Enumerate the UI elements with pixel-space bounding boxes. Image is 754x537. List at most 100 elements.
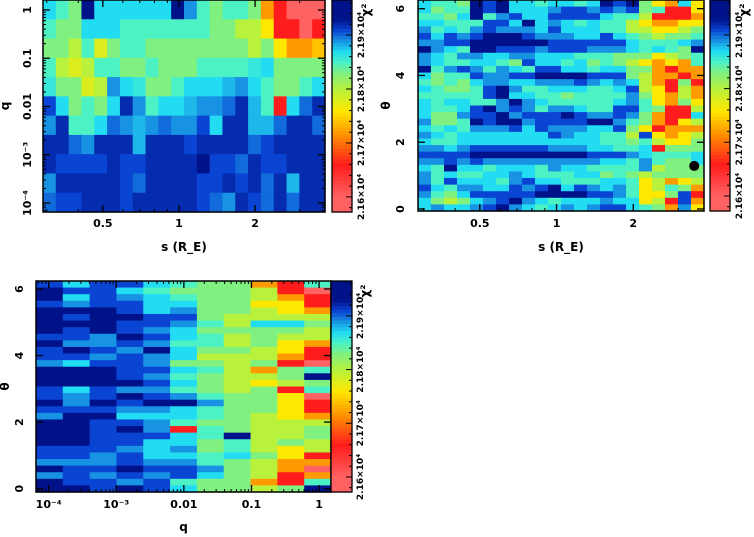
heatmap-cell bbox=[691, 184, 705, 192]
heatmap-cell bbox=[691, 46, 705, 54]
heatmap-cell bbox=[304, 346, 332, 355]
colorbar-segment bbox=[710, 133, 730, 138]
colorbar-tick-label: 2.16×10⁴ bbox=[357, 174, 367, 220]
heatmap-cell bbox=[235, 96, 249, 117]
heatmap-cell bbox=[483, 158, 497, 166]
colorbar-segment bbox=[332, 63, 352, 68]
colorbar-segment bbox=[710, 45, 730, 50]
y-axis-label: q bbox=[0, 102, 12, 111]
heatmap-cell bbox=[665, 32, 679, 41]
heatmap-cell bbox=[223, 340, 252, 348]
heatmap-cell bbox=[639, 26, 653, 34]
heatmap-cell bbox=[62, 478, 91, 486]
heatmap-cell bbox=[94, 173, 108, 194]
heatmap-cell bbox=[170, 294, 198, 302]
heatmap-cell bbox=[286, 57, 300, 78]
heatmap-cell bbox=[277, 373, 305, 381]
heatmap-cell bbox=[143, 353, 171, 361]
heatmap-cell bbox=[196, 294, 225, 302]
heatmap-cell bbox=[652, 98, 666, 107]
heatmap-cell bbox=[665, 13, 679, 21]
colorbar-segment bbox=[331, 375, 352, 381]
heatmap-cell bbox=[89, 327, 118, 335]
heatmap-cell bbox=[470, 59, 484, 67]
heatmap-cell bbox=[119, 115, 134, 136]
heatmap-cell bbox=[277, 379, 305, 388]
colorbar-tick-label: 2.18×10⁴ bbox=[357, 66, 367, 112]
heatmap-cell bbox=[273, 134, 288, 155]
colorbar-segment bbox=[332, 3, 352, 8]
heatmap-cell bbox=[496, 0, 510, 8]
heatmap-cell bbox=[444, 13, 458, 21]
heatmap-cell bbox=[665, 59, 679, 67]
heatmap-cell bbox=[222, 192, 236, 213]
heatmap-cell bbox=[81, 0, 95, 20]
heatmap-cell bbox=[89, 366, 118, 374]
heatmap-cell bbox=[196, 478, 225, 486]
heatmap-cell bbox=[665, 6, 679, 14]
heatmap-cell bbox=[235, 57, 249, 78]
heatmap-cell bbox=[535, 92, 549, 100]
heatmap-cell bbox=[196, 406, 225, 414]
heatmap-cell bbox=[626, 46, 640, 54]
heatmap-cell bbox=[639, 19, 653, 27]
heatmap-cell bbox=[196, 173, 211, 194]
heatmap-cell bbox=[431, 105, 445, 113]
heatmap-cell bbox=[470, 85, 484, 93]
heatmap-cell bbox=[587, 191, 601, 199]
heatmap-cell bbox=[184, 115, 198, 136]
heatmap-cell bbox=[196, 360, 225, 368]
heatmap-cell bbox=[457, 0, 471, 8]
heatmap-cell bbox=[587, 52, 601, 60]
x-tick-label: 0.5 bbox=[93, 217, 113, 230]
heatmap-cell bbox=[170, 399, 198, 407]
heatmap-cell bbox=[116, 452, 144, 460]
colorbar-segment bbox=[710, 172, 730, 177]
colorbar-segment bbox=[332, 120, 352, 125]
heatmap-cell bbox=[561, 0, 575, 8]
heatmap-cell bbox=[678, 131, 692, 140]
heatmap-cell bbox=[535, 105, 549, 113]
heatmap-cell bbox=[89, 353, 118, 361]
colorbar-segment bbox=[331, 358, 352, 363]
x-axis-label: q bbox=[179, 520, 188, 534]
heatmap-cell bbox=[470, 151, 484, 159]
y-tick-label: 10⁻⁴ bbox=[21, 190, 34, 216]
heatmap-cell bbox=[107, 173, 121, 194]
heatmap-cell bbox=[496, 164, 510, 173]
heatmap-cell bbox=[691, 131, 705, 140]
heatmap-cell bbox=[36, 287, 64, 295]
heatmap-cell bbox=[222, 77, 236, 97]
heatmap-cell bbox=[62, 346, 91, 355]
heatmap-cell bbox=[483, 85, 497, 93]
heatmap-cell bbox=[277, 340, 305, 348]
heatmap-cell bbox=[277, 287, 305, 295]
heatmap-cell bbox=[483, 92, 497, 100]
heatmap-cell bbox=[457, 112, 471, 120]
heatmap-cell bbox=[277, 386, 305, 394]
heatmap-cell bbox=[171, 38, 185, 59]
heatmap-cell bbox=[196, 419, 225, 427]
heatmap-cell bbox=[613, 105, 627, 113]
heatmap-cell bbox=[36, 366, 64, 374]
heatmap-cell bbox=[678, 105, 692, 113]
heatmap-cell bbox=[496, 197, 510, 205]
heatmap-cell bbox=[444, 151, 458, 159]
colorbar-segment bbox=[331, 298, 352, 303]
heatmap-cell bbox=[223, 287, 252, 295]
heatmap-cell bbox=[158, 192, 172, 213]
heatmap-cell bbox=[548, 118, 562, 126]
heatmap-cell bbox=[223, 281, 252, 289]
heatmap-cell bbox=[496, 72, 510, 80]
heatmap-cell bbox=[277, 353, 305, 361]
heatmap-cell bbox=[535, 145, 549, 153]
heatmap-cell bbox=[470, 19, 484, 27]
heatmap-cell bbox=[250, 287, 278, 295]
heatmap-cell bbox=[184, 96, 198, 117]
colorbar-segment bbox=[331, 453, 352, 458]
heatmap-cell bbox=[457, 131, 471, 140]
heatmap-cell bbox=[470, 138, 484, 146]
heatmap-cell bbox=[55, 19, 70, 40]
x-axis-label: s (R_E) bbox=[161, 240, 207, 255]
heatmap-cell bbox=[170, 346, 198, 355]
